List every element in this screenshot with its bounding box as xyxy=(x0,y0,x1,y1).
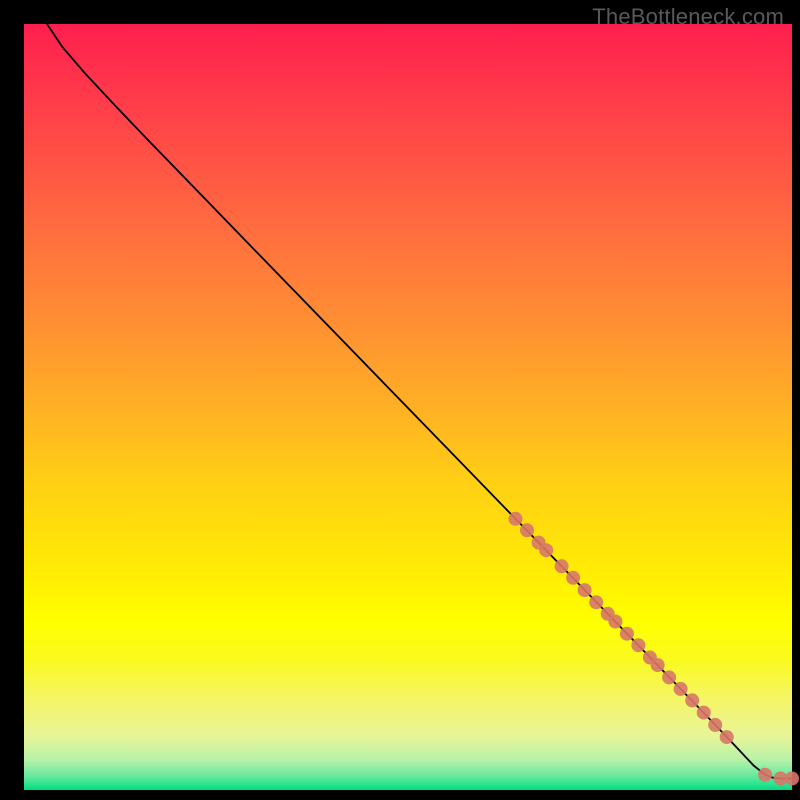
data-point xyxy=(651,658,665,672)
data-point xyxy=(520,523,534,537)
data-point xyxy=(608,615,622,629)
data-point xyxy=(697,706,711,720)
data-point xyxy=(539,543,553,557)
data-point xyxy=(509,512,523,526)
data-point xyxy=(589,595,603,609)
data-point xyxy=(720,730,734,744)
bottleneck-curve-chart xyxy=(0,0,800,800)
data-point xyxy=(685,693,699,707)
data-point xyxy=(566,571,580,585)
data-point xyxy=(758,768,772,782)
data-point xyxy=(620,627,634,641)
data-point xyxy=(555,559,569,573)
data-point xyxy=(674,682,688,696)
data-point xyxy=(662,670,676,684)
watermark-text: TheBottleneck.com xyxy=(592,4,784,30)
data-point xyxy=(708,718,722,732)
data-point xyxy=(578,583,592,597)
data-point xyxy=(785,772,799,786)
data-point xyxy=(631,638,645,652)
